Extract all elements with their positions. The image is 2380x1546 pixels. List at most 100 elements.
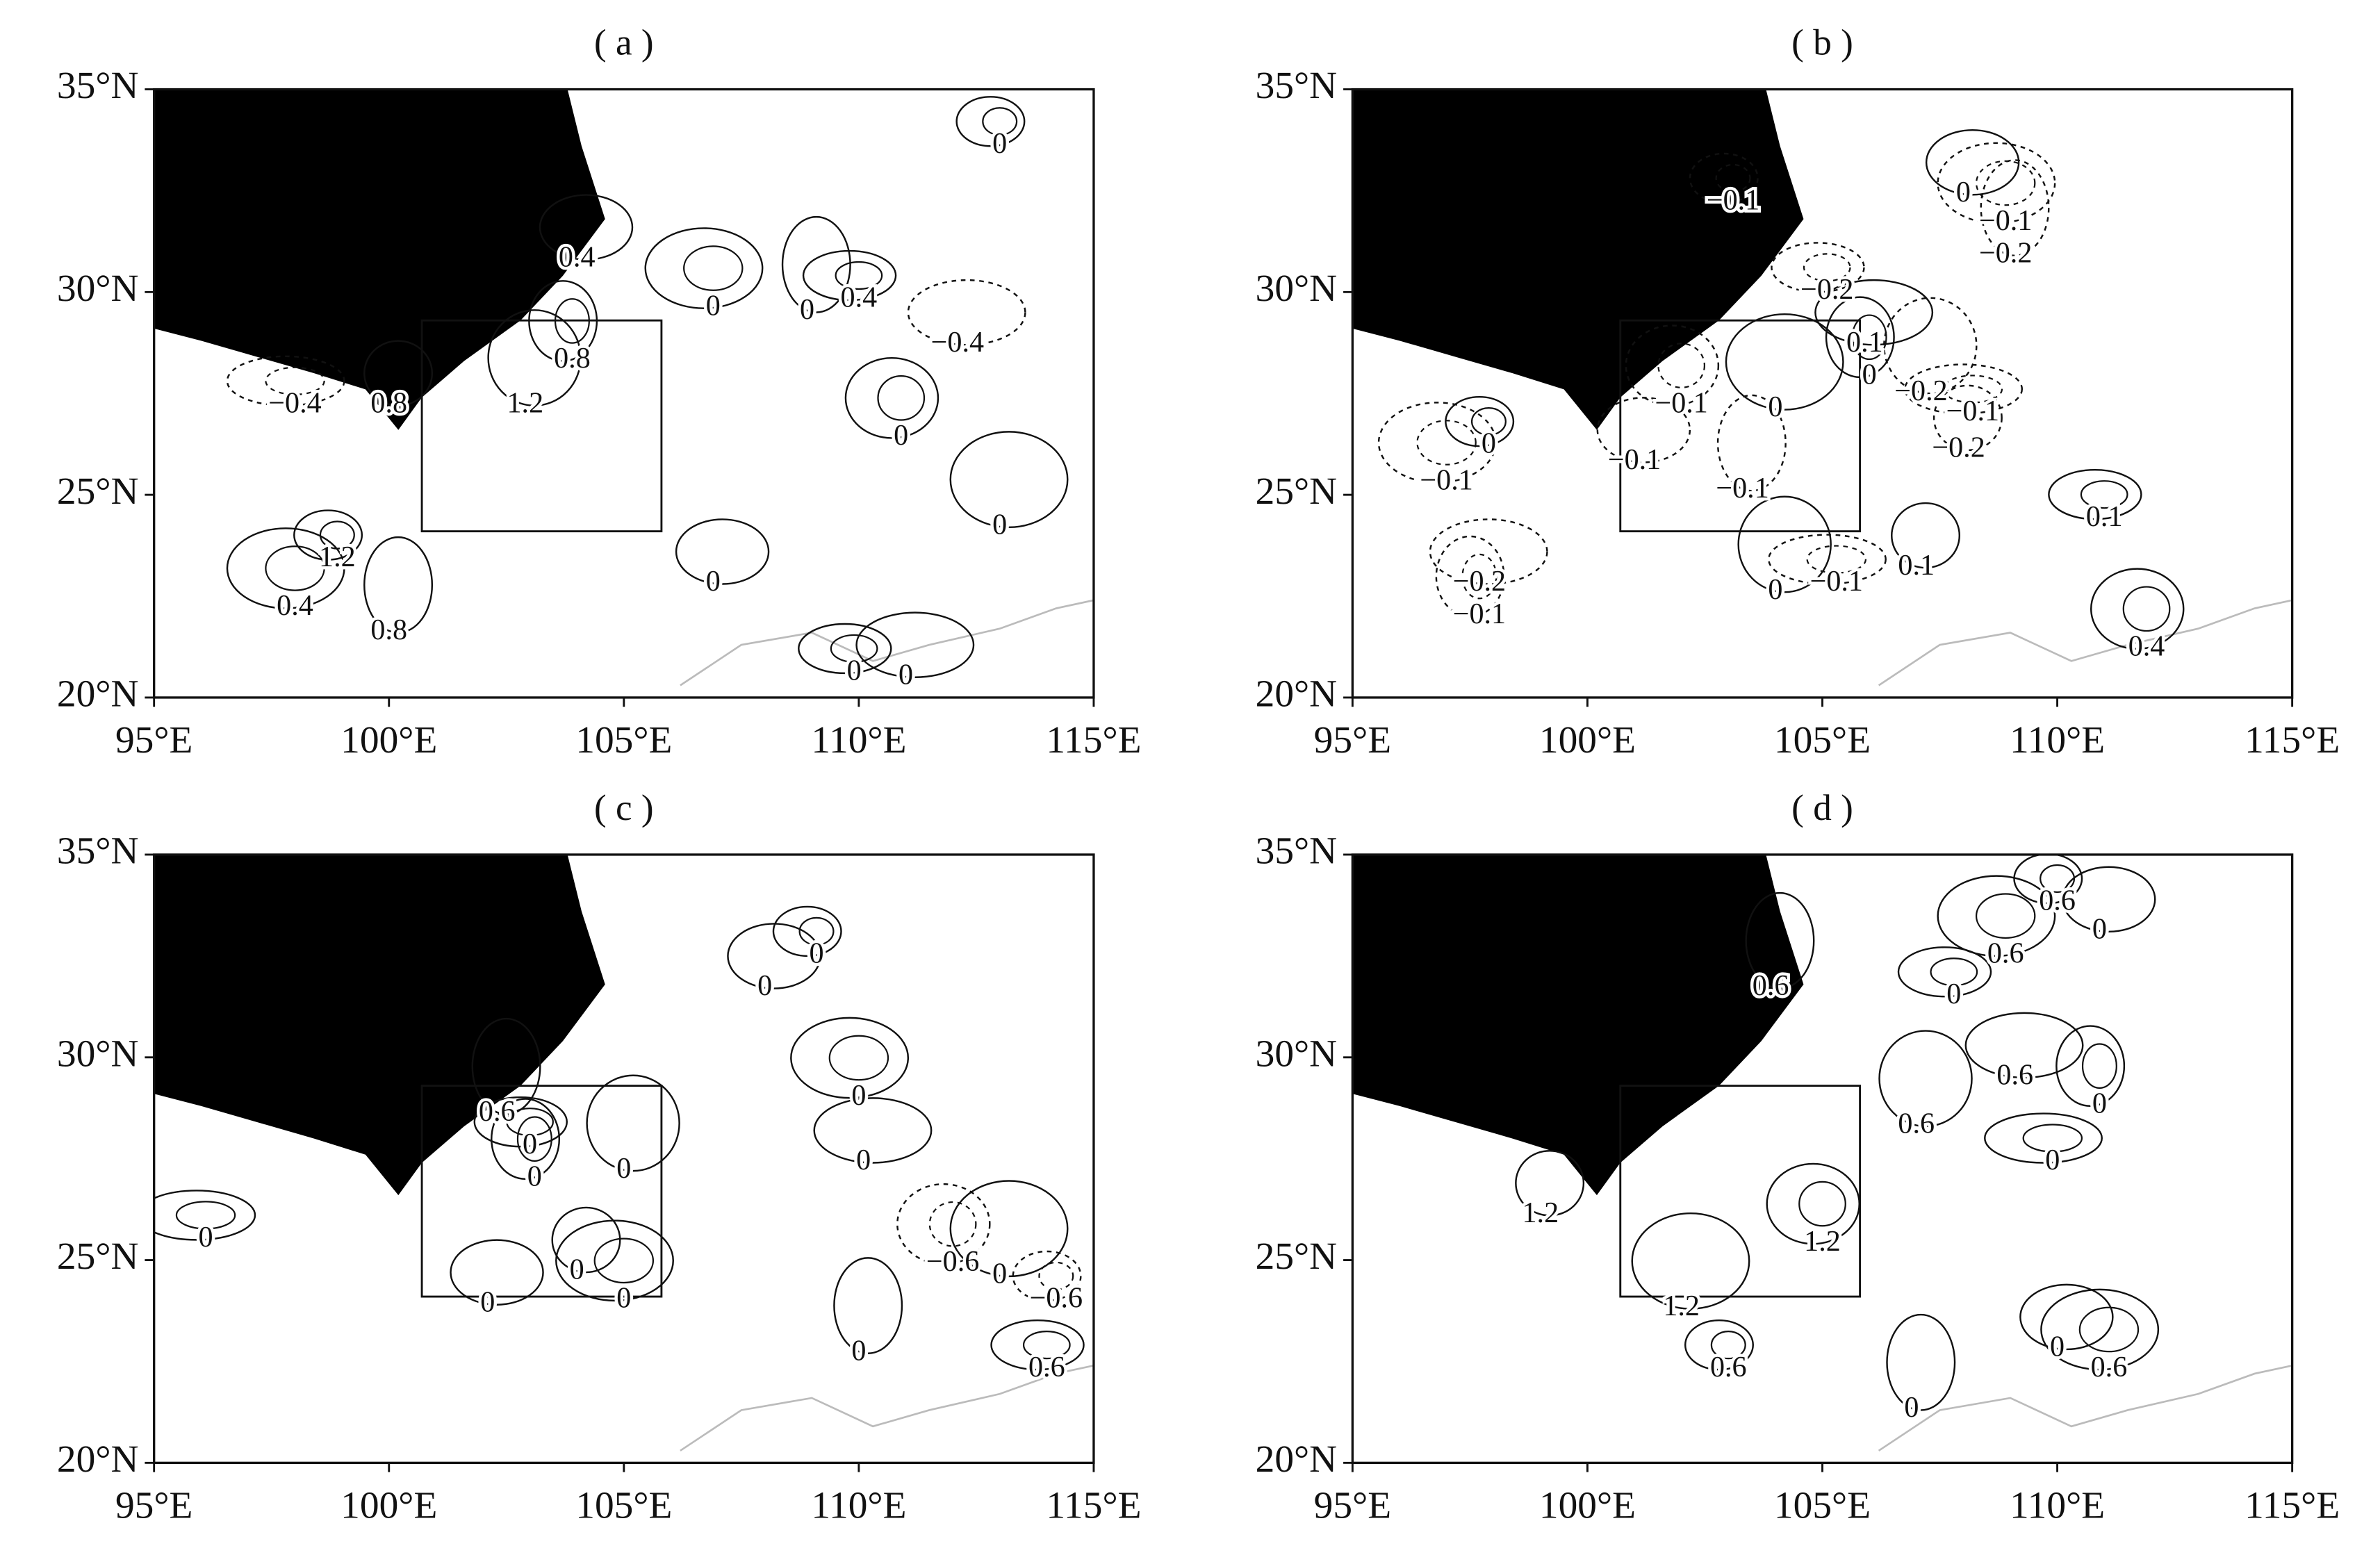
contour-line	[844, 356, 939, 439]
x-tick-label: 110°E	[2010, 1484, 2105, 1527]
contour-label: −0.2	[1932, 431, 1985, 464]
contour-label: 0	[570, 1253, 584, 1286]
contour-line	[154, 1190, 256, 1241]
x-tick-label: 100°E	[1539, 718, 1636, 761]
contour-label: 0	[856, 1144, 871, 1176]
contour-line	[907, 279, 1026, 346]
contour-line	[593, 1237, 655, 1284]
contour-label: 0.6	[1710, 1351, 1747, 1383]
contour-line	[1596, 397, 1691, 463]
contour-line	[1803, 253, 1851, 282]
coastline	[680, 1364, 1094, 1452]
contour-line	[1932, 384, 2003, 452]
contour-label: 0.6	[1028, 1351, 1065, 1383]
contour-line	[1925, 129, 2020, 196]
x-tick-label: 100°E	[1539, 1484, 1636, 1527]
x-tick-label: 105°E	[1774, 718, 1871, 761]
terrain-mask	[1352, 89, 1804, 430]
contour-line	[1806, 545, 1867, 574]
x-tick-label: 100°E	[340, 1484, 437, 1527]
contour-label: −0.1	[1453, 598, 1506, 630]
x-tick-label: 115°E	[2244, 1484, 2340, 1527]
contour-line	[982, 107, 1018, 136]
contour-line	[293, 509, 363, 561]
contour-label: 0.1	[2086, 500, 2123, 533]
contour-label: 1.2	[1523, 1196, 1559, 1229]
contour-label: 0.1	[1846, 326, 1883, 359]
contour-label: 0.4	[277, 589, 313, 622]
contour-label: 1.2	[1663, 1290, 1700, 1322]
contour-line	[516, 1116, 552, 1162]
contour-line	[1416, 420, 1477, 466]
contour-line	[1878, 1030, 1973, 1128]
contour-label: 0	[1956, 176, 1971, 208]
contour-label: 1.2	[507, 386, 544, 419]
y-tick-label: 20°N	[57, 673, 139, 715]
contour-line	[1937, 875, 2056, 957]
contour-line	[487, 309, 582, 406]
contour-line	[955, 96, 1026, 147]
y-tick-label: 25°N	[57, 470, 139, 512]
contour-label: −0.1	[1420, 463, 1472, 496]
x-tick-label: 115°E	[2244, 718, 2340, 761]
x-tick-label: 95°E	[115, 1484, 192, 1527]
panel-title: ( b )	[1791, 22, 1853, 63]
coastline	[1878, 599, 2292, 686]
y-tick-label: 20°N	[57, 1438, 139, 1480]
region-box	[1619, 1085, 1862, 1298]
panel-title: ( d )	[1791, 787, 1853, 828]
contour-label: −0.2	[1979, 236, 2032, 269]
contour-line	[1435, 535, 1505, 618]
contour-label: 0	[1768, 390, 1782, 423]
plot-area	[1352, 854, 2292, 1452]
contour-line	[1461, 553, 1497, 600]
contour-label: 0	[2045, 1144, 2060, 1176]
contour-label: 0.4	[2128, 630, 2165, 663]
contour-line	[1904, 363, 2024, 415]
contour-label: 0.6	[1898, 1108, 1935, 1140]
plot-area	[154, 89, 1094, 686]
contour-line	[471, 1017, 541, 1115]
contour-line	[1984, 1112, 2103, 1164]
contour-line	[1684, 1319, 1754, 1371]
contour-line	[1897, 946, 1992, 998]
contour-label: 0	[527, 1160, 542, 1192]
contour-label: 0	[847, 655, 862, 687]
contour-label: −0.6	[1030, 1282, 1083, 1315]
contour-line	[802, 249, 897, 302]
contour-label: 0.8	[554, 342, 591, 375]
contour-label: −0.1	[1716, 472, 1768, 504]
contour-line	[835, 261, 883, 290]
contour-label: 0	[992, 1258, 1007, 1290]
contour-label: 0.6	[2091, 1351, 2128, 1383]
terrain-mask	[1352, 854, 1804, 1196]
contour-label: 0	[1768, 573, 1782, 606]
contour-label: 0	[2092, 1087, 2107, 1119]
contour-line	[813, 1097, 933, 1164]
contour-label: 0	[199, 1221, 213, 1253]
contour-label: 0	[894, 419, 908, 452]
contour-line	[772, 905, 842, 957]
y-tick-label: 30°N	[1256, 1032, 1338, 1074]
contour-line	[1515, 1150, 1585, 1217]
contour-line	[928, 1201, 977, 1247]
contour-label: 0	[1482, 427, 1496, 460]
contour-line	[1768, 534, 1887, 585]
contour-label: 0	[992, 508, 1007, 541]
contour-label: −0.1	[1810, 565, 1863, 598]
x-tick-label: 110°E	[2010, 718, 2105, 761]
contour-line	[2055, 1025, 2126, 1107]
contour-label: −0.2	[1453, 565, 1506, 598]
plot-area	[1352, 89, 2292, 686]
contour-label: −0.6	[926, 1245, 979, 1278]
contour-label: −0.1	[1979, 204, 2032, 237]
contour-line	[1377, 402, 1497, 484]
contour-line	[2019, 1283, 2114, 1351]
contour-line	[1716, 394, 1787, 492]
contour-label: −0.4	[268, 386, 321, 419]
contour-line	[1814, 279, 1934, 346]
contour-line	[555, 1219, 674, 1302]
contour-label: 0.8	[370, 614, 407, 646]
contour-line	[1715, 163, 1751, 193]
panel-title: ( c )	[594, 787, 654, 828]
